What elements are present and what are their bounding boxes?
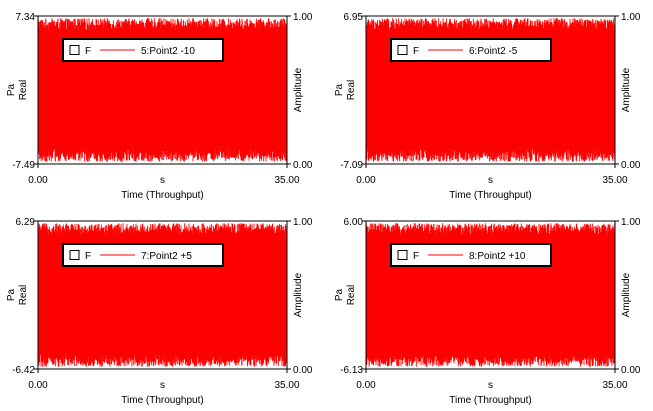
y-axis-unit: Pa xyxy=(6,288,17,301)
legend: F 5:Point2 -10 xyxy=(62,38,224,62)
legend-checkbox[interactable] xyxy=(397,45,408,55)
y-axis-unit: Pa xyxy=(6,83,17,96)
legend-box xyxy=(62,243,224,267)
x-tick-label-end: 35.00 xyxy=(602,380,627,391)
plot-frame xyxy=(365,15,616,165)
legend-checkbox-label: F xyxy=(85,251,91,262)
chart-panel-2: 6.95 -7.09 1.00 0.00 0.00 35.00 s Time (Through… xyxy=(334,12,641,201)
y2-tick-label-max: 1.00 xyxy=(621,12,641,23)
legend-checkbox-label: F xyxy=(85,46,91,57)
legend-box xyxy=(62,38,224,62)
legend-series-label: 5:Point2 -10 xyxy=(141,46,195,57)
y-tick-label-min: -7.09 xyxy=(340,160,363,171)
x-axis-unit: s xyxy=(488,380,493,391)
y-tick-label-min: -6.42 xyxy=(12,365,35,376)
y-tick-label-max: 7.34 xyxy=(16,12,36,23)
y2-tick-label-max: 1.00 xyxy=(293,217,313,228)
y2-tick-label-min: 0.00 xyxy=(293,365,313,376)
legend-checkbox-label: F xyxy=(413,46,419,57)
y2-tick-label-min: 0.00 xyxy=(621,160,641,171)
y-tick-label-max: 6.00 xyxy=(344,217,364,228)
plot-frame xyxy=(365,220,616,370)
legend-checkbox[interactable] xyxy=(69,250,80,260)
y2-tick-label-max: 1.00 xyxy=(293,12,313,23)
x-tick-label-start: 0.00 xyxy=(28,175,48,186)
y-tick-label-min: -6.13 xyxy=(340,365,363,376)
y2-axis-label: Amplitude xyxy=(293,67,304,112)
x-axis-label: Time (Throughput) xyxy=(121,190,203,201)
y-axis-label: Real xyxy=(346,80,357,101)
chart-panel-4: 6.00 -6.13 1.00 0.00 0.00 35.00 s Time (Through… xyxy=(334,217,641,406)
x-tick-label-start: 0.00 xyxy=(28,380,48,391)
y2-axis-label: Amplitude xyxy=(293,272,304,317)
legend-checkbox-label: F xyxy=(413,251,419,262)
legend: F 8:Point2 +10 xyxy=(390,243,552,267)
x-tick-label-end: 35.00 xyxy=(274,175,299,186)
y2-tick-label-max: 1.00 xyxy=(621,217,641,228)
x-tick-label-end: 35.00 xyxy=(602,175,627,186)
x-tick-label-start: 0.00 xyxy=(356,175,376,186)
y-axis-label: Real xyxy=(18,285,29,306)
plot-frame xyxy=(37,15,288,165)
x-axis-label: Time (Throughput) xyxy=(449,395,531,406)
y2-axis-label: Amplitude xyxy=(621,272,632,317)
y-axis-label: Real xyxy=(346,285,357,306)
legend-series-label: 8:Point2 +10 xyxy=(469,251,526,262)
legend-checkbox[interactable] xyxy=(69,45,80,55)
y2-tick-label-min: 0.00 xyxy=(621,365,641,376)
y-tick-label-min: -7.49 xyxy=(12,160,35,171)
legend-series-label: 6:Point2 -5 xyxy=(469,46,518,57)
plot-frame xyxy=(37,220,288,370)
y-axis-label: Real xyxy=(18,80,29,101)
x-tick-label-start: 0.00 xyxy=(356,380,376,391)
chart-panel-1: 7.34 -7.49 1.00 0.00 0.00 35.00 s Time (Through… xyxy=(6,12,313,201)
y-axis-unit: Pa xyxy=(334,288,345,301)
x-axis-unit: s xyxy=(160,380,165,391)
y-tick-label-max: 6.95 xyxy=(344,12,364,23)
y2-axis-label: Amplitude xyxy=(621,67,632,112)
y-axis-unit: Pa xyxy=(334,83,345,96)
y-tick-label-max: 6.29 xyxy=(16,217,36,228)
x-axis-label: Time (Throughput) xyxy=(121,395,203,406)
chart-panel-3: 6.29 -6.42 1.00 0.00 0.00 35.00 s Time (Through… xyxy=(6,217,313,406)
legend: F 6:Point2 -5 xyxy=(390,38,552,62)
legend-box xyxy=(390,38,552,62)
y2-tick-label-min: 0.00 xyxy=(293,160,313,171)
legend: F 7:Point2 +5 xyxy=(62,243,224,267)
x-axis-unit: s xyxy=(160,175,165,186)
legend-checkbox[interactable] xyxy=(397,250,408,260)
x-tick-label-end: 35.00 xyxy=(274,380,299,391)
legend-series-label: 7:Point2 +5 xyxy=(141,251,192,262)
legend-box xyxy=(390,243,552,267)
x-axis-label: Time (Throughput) xyxy=(449,190,531,201)
x-axis-unit: s xyxy=(488,175,493,186)
